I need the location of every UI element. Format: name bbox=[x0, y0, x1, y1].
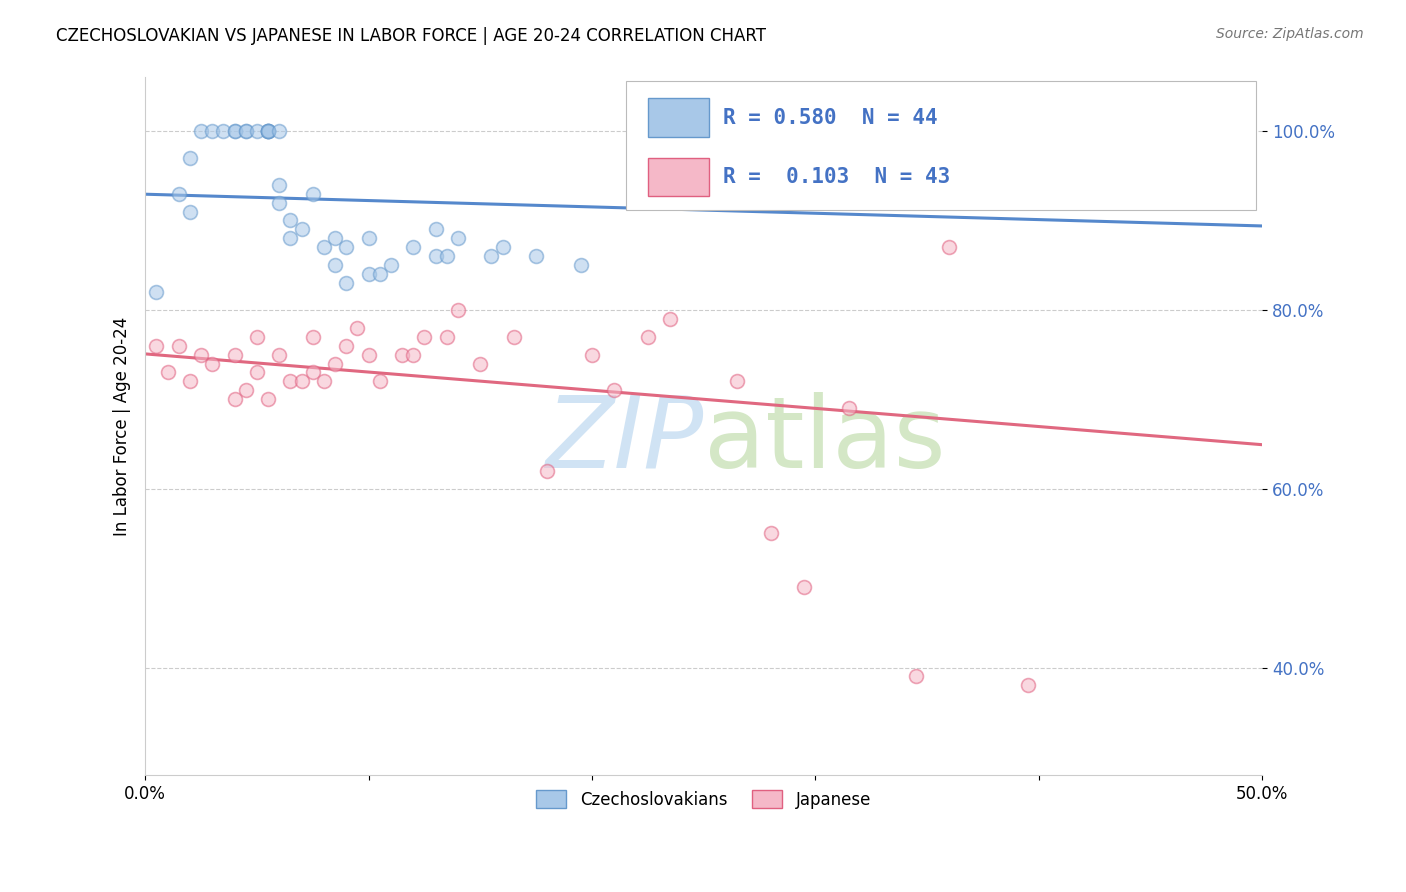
Point bbox=[436, 249, 458, 263]
Text: ZIP: ZIP bbox=[546, 392, 703, 489]
Point bbox=[447, 302, 470, 317]
Point bbox=[659, 311, 682, 326]
Text: Source: ZipAtlas.com: Source: ZipAtlas.com bbox=[1216, 27, 1364, 41]
Point bbox=[1195, 124, 1218, 138]
Point bbox=[481, 249, 503, 263]
Point bbox=[269, 195, 291, 210]
Point bbox=[235, 124, 257, 138]
Point bbox=[725, 375, 748, 389]
Point bbox=[257, 124, 280, 138]
Point bbox=[257, 392, 280, 407]
Point bbox=[357, 267, 380, 281]
Text: R =  0.103  N = 43: R = 0.103 N = 43 bbox=[723, 167, 950, 187]
Point bbox=[167, 186, 190, 201]
Point bbox=[269, 124, 291, 138]
Point bbox=[257, 124, 280, 138]
Point bbox=[235, 384, 257, 398]
FancyBboxPatch shape bbox=[648, 98, 709, 136]
Point bbox=[357, 231, 380, 245]
Text: R = 0.580  N = 44: R = 0.580 N = 44 bbox=[723, 108, 938, 128]
FancyBboxPatch shape bbox=[626, 81, 1257, 210]
Point bbox=[391, 348, 413, 362]
Point bbox=[224, 348, 246, 362]
Point bbox=[257, 124, 280, 138]
Point bbox=[323, 357, 346, 371]
Point bbox=[201, 357, 224, 371]
Point bbox=[368, 375, 391, 389]
Point bbox=[312, 375, 335, 389]
Point bbox=[167, 339, 190, 353]
Point bbox=[447, 231, 470, 245]
Point bbox=[357, 348, 380, 362]
Point bbox=[323, 231, 346, 245]
Point bbox=[280, 375, 302, 389]
Text: atlas: atlas bbox=[703, 392, 945, 489]
Point bbox=[145, 339, 167, 353]
Point bbox=[1017, 678, 1039, 692]
Point bbox=[904, 669, 927, 683]
Point bbox=[637, 329, 659, 343]
Point bbox=[301, 329, 323, 343]
Point bbox=[938, 240, 960, 254]
Point bbox=[280, 213, 302, 227]
Point bbox=[425, 249, 447, 263]
Point bbox=[425, 222, 447, 236]
Point bbox=[179, 151, 201, 165]
Point bbox=[335, 276, 357, 290]
Point bbox=[603, 384, 626, 398]
Point bbox=[269, 178, 291, 192]
Point bbox=[301, 186, 323, 201]
Point bbox=[436, 329, 458, 343]
Point bbox=[224, 124, 246, 138]
Point bbox=[301, 366, 323, 380]
Point bbox=[838, 401, 860, 416]
Point bbox=[246, 124, 269, 138]
Point bbox=[156, 366, 179, 380]
Point bbox=[246, 366, 269, 380]
Point bbox=[246, 329, 269, 343]
Point bbox=[257, 124, 280, 138]
Point bbox=[569, 258, 592, 272]
Point bbox=[335, 240, 357, 254]
Point bbox=[291, 222, 314, 236]
Point bbox=[212, 124, 235, 138]
Point bbox=[346, 320, 368, 334]
Point bbox=[190, 348, 212, 362]
Point bbox=[291, 375, 314, 389]
Point bbox=[402, 348, 425, 362]
Point bbox=[145, 285, 167, 299]
Point bbox=[536, 464, 558, 478]
Point bbox=[759, 526, 782, 541]
Point bbox=[368, 267, 391, 281]
Point bbox=[312, 240, 335, 254]
Point bbox=[502, 329, 524, 343]
Point bbox=[190, 124, 212, 138]
Text: CZECHOSLOVAKIAN VS JAPANESE IN LABOR FORCE | AGE 20-24 CORRELATION CHART: CZECHOSLOVAKIAN VS JAPANESE IN LABOR FOR… bbox=[56, 27, 766, 45]
Point bbox=[224, 392, 246, 407]
Point bbox=[280, 231, 302, 245]
Point bbox=[257, 124, 280, 138]
Point bbox=[179, 375, 201, 389]
Point bbox=[470, 357, 492, 371]
Point bbox=[380, 258, 402, 272]
Point bbox=[1218, 124, 1240, 138]
Y-axis label: In Labor Force | Age 20-24: In Labor Force | Age 20-24 bbox=[114, 317, 131, 536]
Point bbox=[960, 124, 983, 138]
Point bbox=[224, 124, 246, 138]
Point bbox=[413, 329, 436, 343]
Point bbox=[201, 124, 224, 138]
Point bbox=[402, 240, 425, 254]
Point bbox=[235, 124, 257, 138]
Point bbox=[492, 240, 515, 254]
Point bbox=[581, 348, 603, 362]
Point bbox=[793, 580, 815, 594]
Point bbox=[179, 204, 201, 219]
Point bbox=[335, 339, 357, 353]
FancyBboxPatch shape bbox=[648, 158, 709, 196]
Point bbox=[524, 249, 547, 263]
Point bbox=[269, 348, 291, 362]
Point bbox=[323, 258, 346, 272]
Legend: Czechoslovakians, Japanese: Czechoslovakians, Japanese bbox=[530, 784, 877, 815]
